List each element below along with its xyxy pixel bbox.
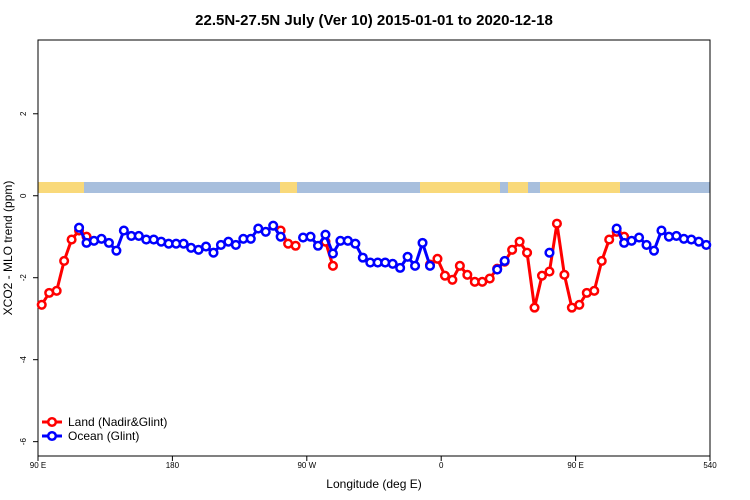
y-tick-label: 0 xyxy=(19,193,28,198)
point xyxy=(51,285,62,296)
point xyxy=(544,247,555,258)
legend-marker xyxy=(46,430,58,442)
point xyxy=(96,233,107,244)
point xyxy=(656,225,667,236)
land-ocean-strip xyxy=(38,182,710,193)
point xyxy=(596,255,607,266)
point xyxy=(432,253,443,264)
y-tick-label: -2 xyxy=(19,274,28,282)
y-tick-label: 2 xyxy=(19,111,28,116)
plot-frame xyxy=(37,39,711,457)
point xyxy=(268,220,279,231)
y-tick-label: -4 xyxy=(19,356,28,364)
point xyxy=(320,229,331,240)
point xyxy=(178,238,189,249)
point xyxy=(589,285,600,296)
point xyxy=(551,218,562,229)
point xyxy=(103,237,114,248)
point xyxy=(499,255,510,266)
point xyxy=(634,232,645,243)
y-axis-label: XCO2 - MLO trend (ppm) xyxy=(1,181,15,316)
point xyxy=(454,260,465,271)
chart-title: 22.5N-27.5N July (Ver 10) 2015-01-01 to … xyxy=(195,12,553,29)
x-tick-label: 90 W xyxy=(297,461,316,470)
point xyxy=(641,239,652,250)
point xyxy=(410,260,421,271)
legend-marker xyxy=(46,416,58,428)
point xyxy=(701,239,712,250)
point xyxy=(648,245,660,256)
point xyxy=(439,270,450,281)
point xyxy=(327,260,338,271)
point xyxy=(484,273,495,284)
x-tick-label: 90 E xyxy=(30,461,46,470)
point xyxy=(111,245,122,256)
point xyxy=(230,239,241,250)
point xyxy=(544,266,555,277)
point xyxy=(417,237,428,248)
x-tick-label: 540 xyxy=(703,461,717,470)
point xyxy=(387,258,398,269)
point xyxy=(395,262,406,273)
point xyxy=(402,251,413,262)
point xyxy=(208,247,219,258)
point xyxy=(133,230,144,241)
y-tick-label: -6 xyxy=(19,438,28,446)
point xyxy=(462,269,473,280)
point xyxy=(118,225,129,236)
point xyxy=(327,248,338,259)
point xyxy=(275,231,286,242)
point xyxy=(350,238,361,249)
point xyxy=(312,240,324,251)
point xyxy=(492,264,503,275)
point xyxy=(522,247,533,258)
point xyxy=(529,302,540,313)
x-axis-label: Longitude (deg E) xyxy=(326,477,421,491)
point xyxy=(447,274,458,285)
point xyxy=(245,233,256,244)
x-tick-label: 0 xyxy=(439,461,444,470)
point xyxy=(66,234,77,245)
x-tick-label: 90 E xyxy=(567,461,583,470)
legend-label: Land (Nadir&Glint) xyxy=(68,415,167,429)
point xyxy=(305,231,316,242)
point xyxy=(574,299,585,310)
legend-label: Ocean (Glint) xyxy=(68,429,139,443)
point xyxy=(290,240,301,251)
x-tick-label: 180 xyxy=(166,461,180,470)
point xyxy=(611,223,622,234)
point xyxy=(559,269,570,280)
point xyxy=(36,299,47,310)
point xyxy=(200,241,212,252)
point xyxy=(536,270,548,281)
point xyxy=(74,222,85,233)
point xyxy=(260,226,271,237)
point xyxy=(604,234,615,245)
point xyxy=(59,255,70,266)
point xyxy=(514,236,525,247)
point xyxy=(424,260,436,271)
point xyxy=(357,252,368,263)
point xyxy=(507,244,518,255)
